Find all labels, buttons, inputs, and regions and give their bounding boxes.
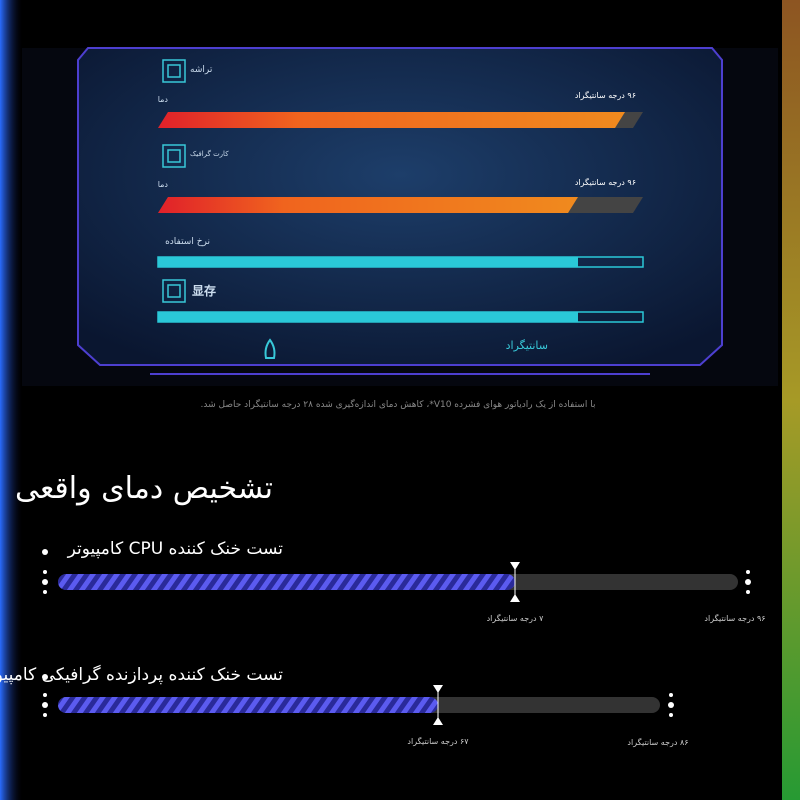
panel-label: 显存 — [192, 284, 217, 298]
heading: تشخیص دمای واقعی — [14, 471, 273, 506]
panel-label: نرخ استفاده — [165, 237, 210, 247]
chip-icons — [162, 59, 186, 303]
panel-label: تراشه — [190, 65, 213, 75]
panel-label: کارت گرافیک — [190, 150, 229, 158]
bar-fill — [158, 257, 578, 267]
panel-label: سانتیگراد — [505, 339, 548, 352]
panel-label: دما — [157, 180, 168, 189]
after-temp: ۷ درجه سانتیگراد — [486, 614, 544, 623]
bar-fill — [158, 197, 578, 213]
after-temp: ۶۷ درجه سانتیگراد — [407, 737, 469, 746]
before-temp: ۹۶ درجه سانتیگراد — [704, 614, 766, 623]
rocket-icon — [264, 338, 276, 359]
test-title: تست خنک کننده پردازنده گرافیکی کامپیوتر — [0, 665, 283, 685]
bar-fill — [158, 312, 578, 322]
caption: با استفاده از یک رادیاتور هوای فشرده V10… — [200, 400, 596, 410]
edge-glow — [0, 0, 22, 800]
panel-label: دما — [157, 95, 168, 104]
before-temp: ۸۶ درجه سانتیگراد — [627, 738, 689, 747]
bar-fill — [158, 112, 625, 128]
test-bar-2 — [42, 674, 674, 725]
edge-glow — [782, 0, 800, 800]
test-bar-1 — [42, 549, 751, 602]
test-title: تست خنک کننده CPU کامپیوتر — [67, 539, 283, 559]
panel-value: ۹۶ درجه سانتیگراد — [574, 178, 636, 187]
panel-value: ۹۶ درجه سانتیگراد — [574, 91, 636, 100]
